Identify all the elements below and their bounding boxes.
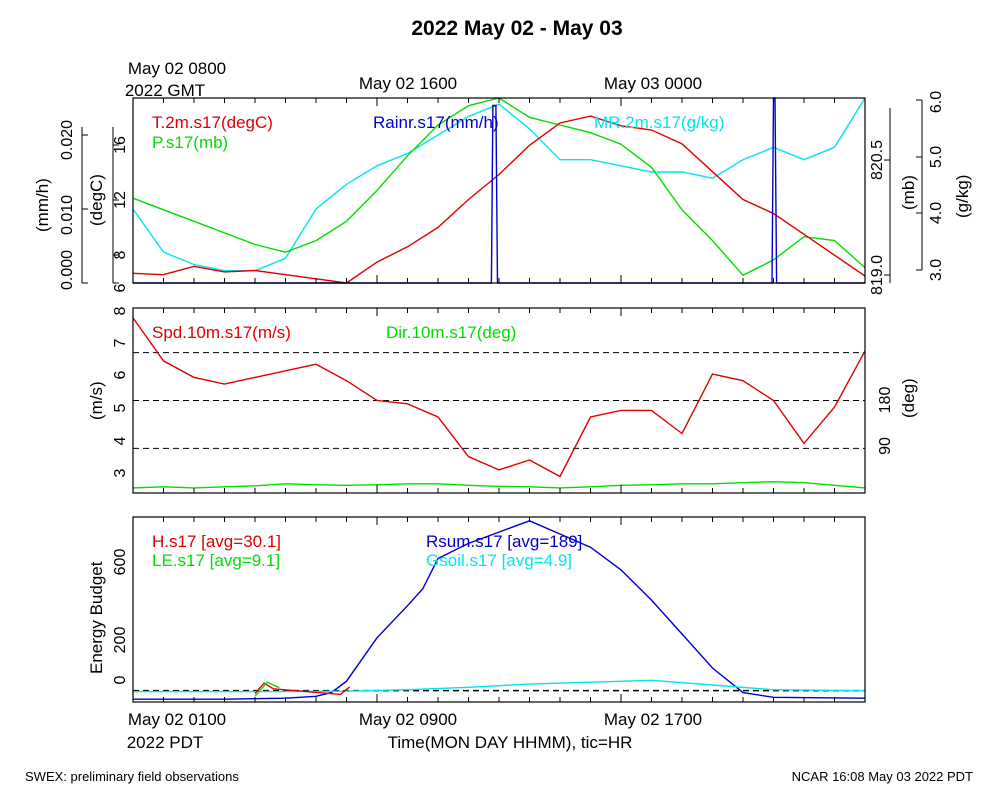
speed-axis-label: (m/s) xyxy=(87,381,106,420)
speed-tick-8: 8 xyxy=(112,306,129,315)
speed-tick-6: 6 xyxy=(112,370,129,379)
speed-tick-7: 7 xyxy=(112,338,129,347)
top-line-t-2m-s17-degc xyxy=(132,115,866,284)
middle-panel-refs xyxy=(133,352,865,449)
mr-tick-3: 3.0 xyxy=(928,259,945,281)
legend-net-radiation: Rsum.s17 [avg=189] xyxy=(426,532,582,551)
bottom-line-rsum-s17-avg-189 xyxy=(133,520,866,700)
rain-tick-1: 0.010 xyxy=(59,195,76,235)
gmt-label-end: May 03 0000 xyxy=(604,74,702,93)
speed-tick-4: 4 xyxy=(112,436,129,445)
temp-axis-ticks: 6 8 12 16 (degC) xyxy=(87,136,129,292)
bottom-line-gsoil-s17-avg-4-9 xyxy=(133,679,866,693)
pdt-label-start: May 02 0100 xyxy=(128,710,226,729)
mr-tick-5: 5.0 xyxy=(928,146,945,168)
mr-tick-4: 4.0 xyxy=(928,202,945,224)
legend-mixing-ratio: MR.2m.s17(g/kg) xyxy=(594,113,724,132)
middle-panel-frame xyxy=(132,307,866,494)
footer-left: SWEX: preliminary field observations xyxy=(25,769,239,784)
pressure-tick-819: 819.0 xyxy=(869,255,886,295)
gmt-label-mid: May 02 1600 xyxy=(359,74,457,93)
speed-tick-5: 5 xyxy=(112,403,129,412)
gmt-label-start: May 02 0800 xyxy=(128,59,226,78)
pressure-axis-ticks: 819.0 820.5 (mb) xyxy=(869,140,918,295)
speed-tick-3: 3 xyxy=(112,468,129,477)
top-panel-frame xyxy=(132,97,866,284)
mr-axis-ticks: 3.0 4.0 5.0 6.0 (g/kg) xyxy=(916,91,972,281)
legend-temperature: T.2m.s17(degC) xyxy=(152,113,273,132)
temp-tick-12: 12 xyxy=(112,191,129,209)
x-axis-label: Time(MON DAY HHMM), tic=HR xyxy=(388,733,633,752)
direction-axis-label: (deg) xyxy=(899,378,918,418)
pdt-label-mid: May 02 0900 xyxy=(359,710,457,729)
energy-tick-0: 0 xyxy=(112,675,129,684)
mr-tick-6: 6.0 xyxy=(928,91,945,113)
bottom-panel-frame xyxy=(132,516,866,703)
middle-panel-series xyxy=(132,317,866,489)
energy-tick-200: 200 xyxy=(112,627,129,654)
direction-axis-ticks: 90 180 (deg) xyxy=(877,378,918,455)
speed-axis-ticks: 3 4 5 6 7 8 (m/s) xyxy=(87,306,129,477)
bottom-panel-ticks xyxy=(132,517,866,702)
legend-sensible-heat: H.s17 [avg=30.1] xyxy=(152,532,281,551)
rain-axis-label: (mm/h) xyxy=(33,178,52,232)
bottom-line-h-s17-avg-30-1 xyxy=(254,682,351,696)
rain-tick-2: 0.020 xyxy=(59,120,76,160)
direction-tick-90: 90 xyxy=(877,437,894,455)
top-panel: T.2m.s17(degC) P.s17(mb) Rainr.s17(mm/h)… xyxy=(33,91,972,295)
footer-right: NCAR 16:08 May 03 2022 PDT xyxy=(792,769,973,784)
legend-soil-heat: Gsoil.s17 [avg=4.9] xyxy=(426,551,572,570)
gmt-time-labels: May 02 0800 2022 GMT May 02 1600 May 03 … xyxy=(125,59,702,100)
legend-rain-rate: Rainr.s17(mm/h) xyxy=(373,113,499,132)
chart-title: 2022 May 02 - May 03 xyxy=(411,17,622,40)
middle-line-dir-10m-s17-deg xyxy=(132,480,866,489)
middle-line-spd-10m-s17-m-s xyxy=(132,317,866,478)
mr-axis-label: (g/kg) xyxy=(953,175,972,218)
gmt-label-start-year: 2022 GMT xyxy=(125,81,205,100)
legend-pressure: P.s17(mb) xyxy=(152,133,228,152)
legend-wind-direction: Dir.10m.s17(deg) xyxy=(386,323,516,342)
legend-wind-speed: Spd.10m.s17(m/s) xyxy=(152,323,291,342)
temp-tick-8: 8 xyxy=(112,250,129,259)
energy-tick-600: 600 xyxy=(112,549,129,576)
direction-tick-180: 180 xyxy=(877,387,894,414)
temp-tick-6: 6 xyxy=(112,283,129,292)
pressure-tick-820-5: 820.5 xyxy=(869,140,886,180)
pdt-label-end: May 02 1700 xyxy=(604,710,702,729)
temp-tick-16: 16 xyxy=(112,136,129,154)
energy-axis-label: Energy Budget xyxy=(87,561,106,674)
temp-axis-label: (degC) xyxy=(87,174,106,226)
pressure-axis-label: (mb) xyxy=(899,175,918,210)
bottom-line-le-s17-avg-9-1 xyxy=(254,681,280,697)
rain-axis-ticks: 0.000 0.010 0.020 (mm/h) xyxy=(33,120,88,290)
bottom-panel: H.s17 [avg=30.1] LE.s17 [avg=9.1] Rsum.s… xyxy=(87,516,866,703)
rain-tick-0: 0.000 xyxy=(59,250,76,290)
middle-panel: Spd.10m.s17(m/s) Dir.10m.s17(deg) 3 4 5 … xyxy=(87,306,918,494)
energy-axis-ticks: 0 200 600 Energy Budget xyxy=(87,549,129,685)
pdt-label-start-year: 2022 PDT xyxy=(127,733,204,752)
pdt-time-labels: May 02 0100 2022 PDT May 02 0900 May 02 … xyxy=(127,710,702,752)
legend-latent-heat: LE.s17 [avg=9.1] xyxy=(152,551,280,570)
bottom-panel-series xyxy=(133,520,866,700)
